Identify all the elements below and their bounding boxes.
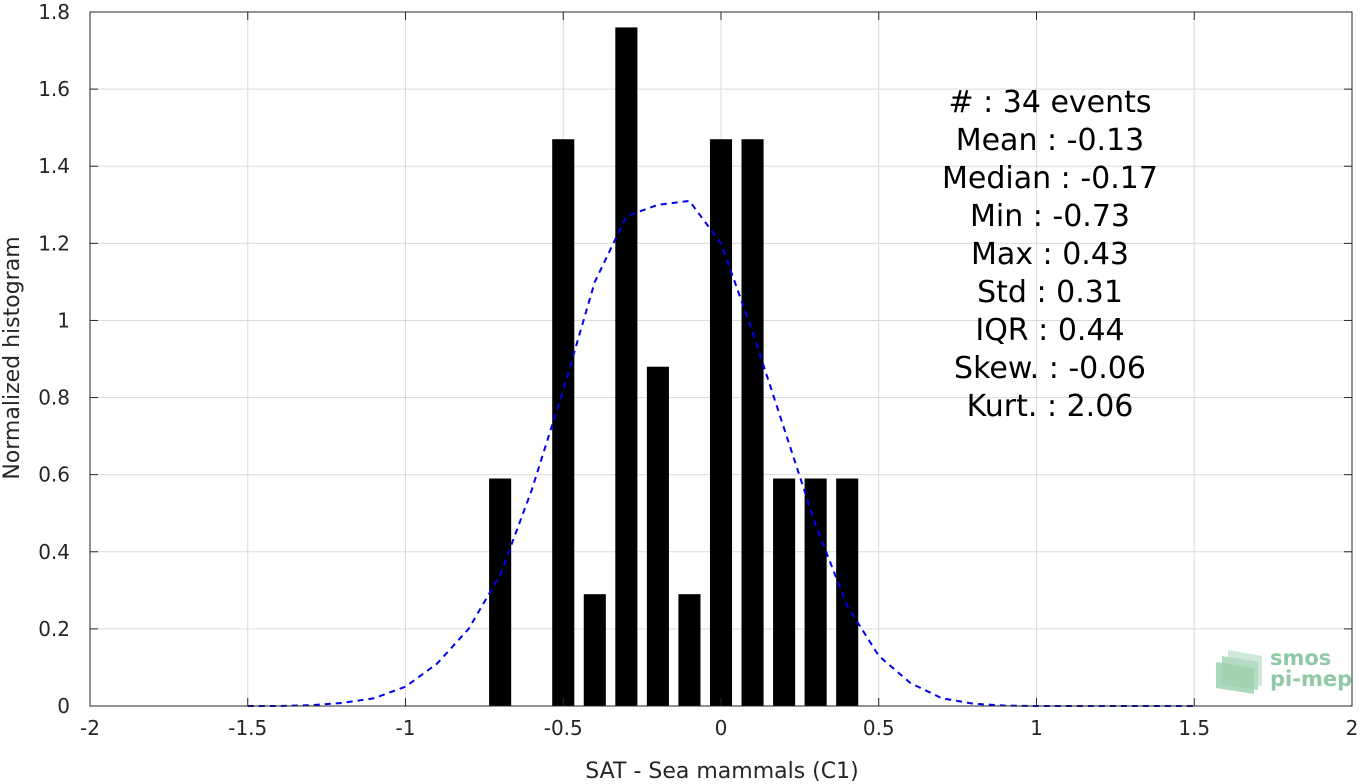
x-tick-label: -1 <box>396 716 416 740</box>
histogram-bar <box>489 478 512 706</box>
histogram-bar <box>615 27 638 706</box>
histogram-bar <box>709 139 733 706</box>
histogram-bar <box>552 139 575 706</box>
smos-pi-mep-logo: smos pi-mep <box>1216 646 1352 694</box>
histogram-bar <box>836 478 859 706</box>
x-tick-label: 2 <box>1346 716 1359 740</box>
histogram-bar <box>804 478 827 706</box>
y-tick-label: 1 <box>57 308 70 332</box>
x-axis-label: SAT - Sea mammals (C1) <box>585 759 858 784</box>
stat-line: Median : -0.17 <box>942 161 1158 196</box>
axes-frame <box>89 11 1353 707</box>
logo-mark-icon <box>1216 650 1262 694</box>
histogram-bars <box>489 27 859 706</box>
x-tick-label: -2 <box>80 716 100 740</box>
stat-line: Max : 0.43 <box>971 237 1129 272</box>
histogram-bar <box>646 366 669 706</box>
y-axis-label: Normalized histogram <box>0 236 25 479</box>
x-tick-labels: -2 -1.5 -1 -0.5 0 0.5 1 1.5 2 <box>80 716 1358 740</box>
x-tick-label: 0.5 <box>863 716 895 740</box>
y-tick-label: 0.4 <box>38 540 70 564</box>
y-tick-label: 1.2 <box>38 231 70 255</box>
y-tick-label: 0.8 <box>38 386 70 410</box>
histogram-bar <box>741 139 764 706</box>
y-tick-label: 1.6 <box>38 77 70 101</box>
y-tick-label: 0.6 <box>38 463 70 487</box>
x-tick-label: -1.5 <box>228 716 267 740</box>
y-tick-labels: 0 0.2 0.4 0.6 0.8 1 1.2 1.4 1.6 1.8 <box>38 0 70 718</box>
stat-line: IQR : 0.44 <box>975 313 1124 348</box>
stat-line: Std : 0.31 <box>977 275 1123 310</box>
x-tick-label: 1 <box>1030 716 1043 740</box>
y-tick-label: 0.2 <box>38 617 70 641</box>
x-tick-label: -0.5 <box>544 716 583 740</box>
stat-line: Min : -0.73 <box>970 199 1130 234</box>
histogram-bar <box>583 594 606 706</box>
y-tick-label: 1.8 <box>38 0 70 24</box>
stat-line: Skew. : -0.06 <box>954 351 1146 386</box>
histogram-bar <box>678 594 701 706</box>
x-tick-label: 1.5 <box>1178 716 1210 740</box>
y-tick-label: 0 <box>57 694 70 718</box>
logo-text-smos: smos <box>1270 646 1331 670</box>
y-tick-label: 1.4 <box>38 154 70 178</box>
x-tick-label: 0 <box>715 716 728 740</box>
stat-line: Kurt. : 2.06 <box>967 389 1134 424</box>
stat-line: # : 34 events <box>948 85 1151 120</box>
logo-text-pi-mep: pi-mep <box>1270 667 1352 691</box>
stat-line: Mean : -0.13 <box>956 123 1145 158</box>
histogram-bar <box>773 478 796 706</box>
